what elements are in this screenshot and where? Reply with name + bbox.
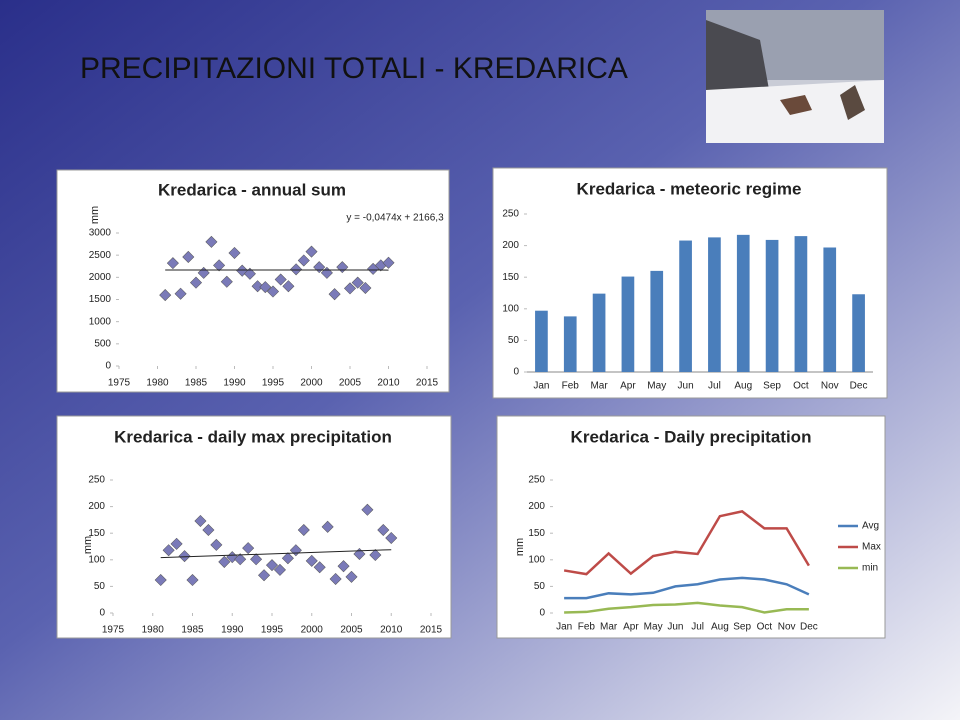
x-tick-label: Jul <box>708 381 721 392</box>
y-tick-label: 50 <box>94 581 106 592</box>
x-tick-label: 2005 <box>339 378 362 389</box>
y-tick-label: 50 <box>508 335 520 346</box>
x-tick-label: 1990 <box>223 378 246 389</box>
chart-title: Kredarica - Daily precipitation <box>571 427 812 446</box>
x-tick-label: 2000 <box>301 625 324 636</box>
x-tick-label: 2015 <box>416 378 439 389</box>
x-tick-label: May <box>644 622 663 633</box>
x-tick-label: Nov <box>821 381 839 392</box>
legend-label: Max <box>862 542 881 553</box>
x-tick-label: Dec <box>850 381 868 392</box>
chart-panel <box>57 416 451 638</box>
bar <box>679 241 692 372</box>
x-tick-label: Jul <box>691 622 704 633</box>
x-tick-label: 1975 <box>102 625 125 636</box>
bar <box>650 271 663 372</box>
x-tick-label: 2000 <box>300 378 323 389</box>
y-tick-label: 100 <box>88 554 105 565</box>
y-tick-label: 200 <box>502 240 519 251</box>
y-tick-label: 1000 <box>89 316 112 327</box>
legend-label: Avg <box>862 521 879 532</box>
x-tick-label: Feb <box>562 381 580 392</box>
bar <box>622 277 635 372</box>
x-tick-label: Dec <box>800 622 818 633</box>
x-tick-label: 1980 <box>142 625 165 636</box>
y-tick-label: 200 <box>88 501 105 512</box>
chart-panel <box>497 416 885 638</box>
chart-title: Kredarica - annual sum <box>158 180 346 199</box>
chart-title: Kredarica - daily max precipitation <box>114 427 392 446</box>
x-tick-label: 2005 <box>340 625 363 636</box>
x-tick-label: 1985 <box>181 625 204 636</box>
slide-title: PRECIPITAZIONI TOTALI - KREDARICA <box>80 52 628 85</box>
x-tick-label: 1985 <box>185 378 208 389</box>
x-tick-label: Oct <box>793 381 809 392</box>
legend-label: min <box>862 563 878 574</box>
y-tick-label: 150 <box>528 528 545 539</box>
x-tick-label: 2010 <box>377 378 400 389</box>
chart-panel <box>57 170 449 392</box>
bar <box>766 240 779 372</box>
y-tick-label: 150 <box>88 528 105 539</box>
x-tick-label: Jun <box>678 381 694 392</box>
x-tick-label: Mar <box>600 622 618 633</box>
x-tick-label: Mar <box>590 381 608 392</box>
x-tick-label: Sep <box>733 622 751 633</box>
bar <box>852 294 865 372</box>
bar <box>564 316 577 372</box>
x-tick-label: Jan <box>533 381 549 392</box>
x-tick-label: 2010 <box>380 625 403 636</box>
y-tick-label: 100 <box>502 303 519 314</box>
x-tick-label: Apr <box>620 381 636 392</box>
bar <box>795 236 808 372</box>
x-tick-label: Aug <box>711 622 729 633</box>
y-tick-label: 100 <box>528 554 545 565</box>
y-tick-label: 0 <box>539 608 545 619</box>
y-tick-label: 500 <box>94 338 111 349</box>
x-tick-label: Jan <box>556 622 572 633</box>
x-tick-label: 1995 <box>262 378 285 389</box>
y-tick-label: 250 <box>528 475 545 486</box>
bar <box>737 235 750 372</box>
y-tick-label: 3000 <box>89 228 112 239</box>
y-tick-label: 50 <box>534 581 546 592</box>
x-tick-label: Oct <box>757 622 773 633</box>
x-tick-label: Feb <box>578 622 596 633</box>
x-tick-label: Aug <box>734 381 752 392</box>
y-tick-label: 150 <box>502 272 519 283</box>
x-tick-label: 1980 <box>146 378 169 389</box>
x-tick-label: Apr <box>623 622 639 633</box>
x-tick-label: Sep <box>763 381 781 392</box>
x-tick-label: 2015 <box>420 625 443 636</box>
y-tick-label: 0 <box>99 608 105 619</box>
trend-equation: y = -0,0474x + 2166,3 <box>346 213 444 224</box>
y-tick-label: 0 <box>513 367 519 378</box>
bar <box>535 311 548 372</box>
y-axis-label: mm <box>514 538 526 556</box>
y-tick-label: 250 <box>88 475 105 486</box>
x-tick-label: 1990 <box>221 625 244 636</box>
photo <box>706 10 884 143</box>
y-tick-label: 2500 <box>89 250 112 261</box>
bar <box>708 237 721 372</box>
x-tick-label: Nov <box>778 622 796 633</box>
y-tick-label: 200 <box>528 501 545 512</box>
y-tick-label: 0 <box>105 361 111 372</box>
y-tick-label: 2000 <box>89 272 112 283</box>
y-tick-label: 250 <box>502 209 519 220</box>
bar <box>823 247 836 372</box>
y-tick-label: 1500 <box>89 294 112 305</box>
x-tick-label: 1975 <box>108 378 131 389</box>
y-axis-label: mm <box>89 206 101 224</box>
x-tick-label: Jun <box>667 622 683 633</box>
bar <box>593 294 606 372</box>
x-tick-label: 1995 <box>261 625 284 636</box>
chart-title: Kredarica - meteoric regime <box>577 179 802 198</box>
x-tick-label: May <box>647 381 666 392</box>
